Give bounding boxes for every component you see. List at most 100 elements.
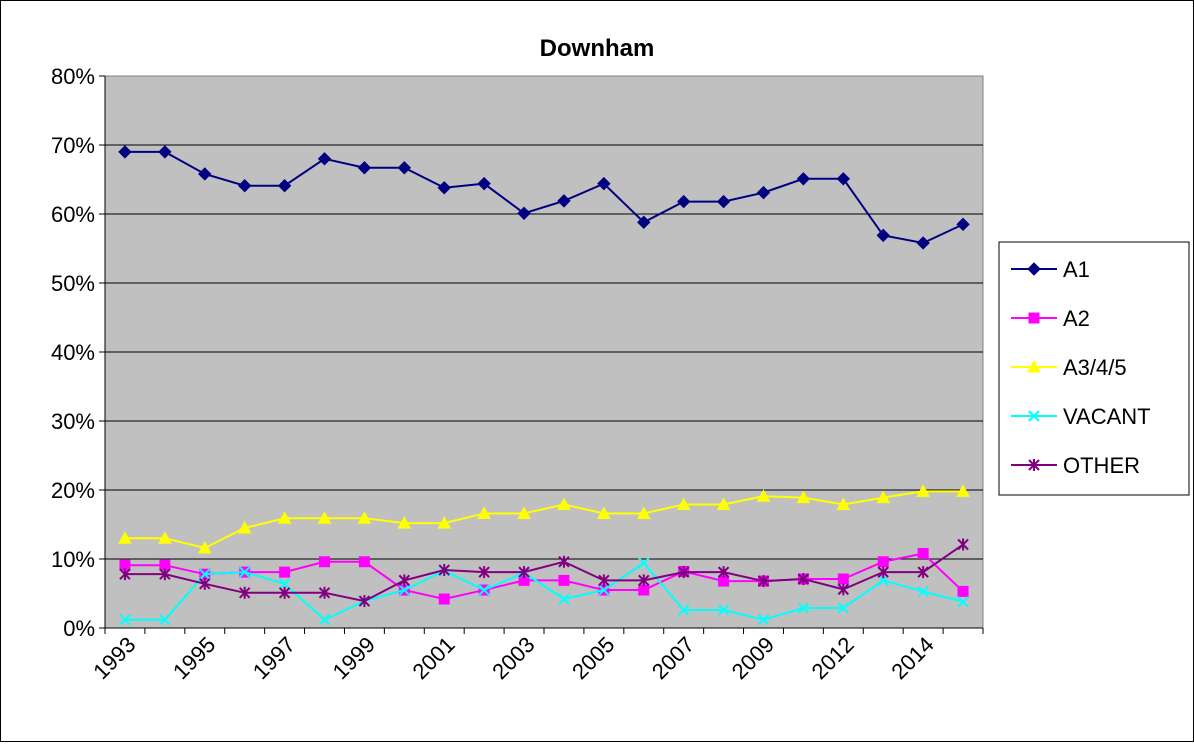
- data-point: [119, 614, 131, 626]
- x-tick-label: 2012: [807, 632, 859, 684]
- data-point: [437, 516, 452, 529]
- x-tick-label: 2003: [487, 632, 539, 684]
- legend-item: VACANT: [1011, 404, 1151, 429]
- series-a3-4-5: [118, 484, 970, 554]
- legend-marker: [1027, 359, 1041, 373]
- data-point: [358, 595, 371, 608]
- x-tick-label: 2009: [727, 632, 779, 684]
- y-tick-label: 50%: [51, 271, 95, 296]
- data-point: [397, 516, 412, 529]
- data-point: [837, 583, 850, 596]
- data-point: [957, 538, 969, 551]
- data-point: [557, 194, 571, 208]
- data-point: [957, 585, 969, 597]
- data-point: [557, 497, 571, 510]
- data-point: [836, 172, 851, 186]
- data-point: [237, 179, 252, 193]
- series-line: [124, 150, 964, 245]
- series-line: [124, 561, 964, 621]
- data-point: [198, 167, 212, 181]
- data-point: [158, 531, 172, 544]
- y-tick-label: 0%: [63, 616, 95, 641]
- data-point: [517, 206, 531, 221]
- data-point: [437, 181, 451, 195]
- data-point: [357, 161, 372, 175]
- legend-label: VACANT: [1063, 404, 1151, 429]
- x-tick-label: 1995: [168, 632, 220, 684]
- data-point: [957, 596, 969, 608]
- data-point: [477, 176, 491, 191]
- legend-item: A1: [1011, 257, 1090, 282]
- legend-label: A1: [1063, 257, 1090, 282]
- data-point: [756, 185, 771, 200]
- data-point: [877, 566, 889, 579]
- y-tick-label: 40%: [51, 340, 95, 365]
- data-point: [318, 614, 331, 626]
- data-point: [716, 497, 731, 510]
- data-point: [598, 574, 610, 587]
- data-point: [638, 584, 650, 596]
- data-point: [319, 556, 330, 568]
- series-line: [124, 490, 964, 550]
- data-point: [956, 484, 970, 497]
- data-point: [917, 547, 929, 559]
- data-point: [357, 511, 372, 524]
- series-other: [119, 538, 969, 608]
- y-tick-label: 60%: [51, 202, 95, 227]
- data-point: [317, 152, 332, 166]
- legend-label: OTHER: [1063, 453, 1140, 478]
- data-point: [877, 574, 889, 587]
- plot-area: [104, 75, 984, 629]
- data-point: [199, 577, 211, 590]
- data-point: [238, 566, 251, 578]
- data-point: [237, 520, 252, 534]
- series-a1: [118, 145, 970, 250]
- data-point: [598, 584, 610, 596]
- data-point: [676, 497, 691, 510]
- data-point: [279, 566, 291, 578]
- data-point: [837, 573, 849, 585]
- data-point: [478, 584, 490, 596]
- y-tick-label: 70%: [51, 133, 95, 158]
- data-point: [876, 228, 890, 243]
- series-line: [124, 552, 964, 601]
- data-point: [796, 172, 811, 186]
- data-point: [837, 602, 850, 614]
- data-point: [397, 161, 412, 175]
- data-point: [638, 574, 650, 587]
- data-point: [638, 557, 650, 569]
- data-point: [717, 566, 730, 579]
- data-point: [757, 575, 770, 588]
- data-point: [478, 566, 490, 579]
- data-point: [438, 593, 450, 605]
- data-point: [197, 540, 212, 554]
- data-point: [477, 506, 491, 519]
- legend-marker: [1028, 312, 1040, 324]
- data-point: [637, 215, 651, 229]
- legend-item: A2: [1011, 306, 1090, 331]
- data-point: [358, 556, 370, 568]
- data-point: [277, 179, 292, 193]
- y-tick-label: 80%: [51, 64, 95, 89]
- data-point: [917, 566, 929, 579]
- data-point: [597, 506, 611, 519]
- data-point: [716, 194, 731, 209]
- chart-title: Downham: [540, 35, 655, 62]
- x-tick-label: 2014: [886, 632, 938, 684]
- legend-label: A2: [1063, 306, 1090, 331]
- data-point: [238, 586, 251, 599]
- legend: A1 A2 A3/4/5 VACANT OTHER: [998, 241, 1190, 496]
- data-point: [317, 511, 332, 524]
- x-tick-label: 1999: [328, 632, 380, 684]
- data-point: [438, 564, 450, 577]
- legend-item: OTHER: [1011, 453, 1140, 478]
- data-point: [796, 490, 811, 504]
- data-point: [558, 555, 570, 568]
- data-point: [558, 593, 570, 605]
- legend-label: A3/4/5: [1063, 355, 1127, 380]
- data-point: [199, 568, 211, 580]
- data-point: [398, 574, 411, 587]
- data-point: [558, 574, 570, 586]
